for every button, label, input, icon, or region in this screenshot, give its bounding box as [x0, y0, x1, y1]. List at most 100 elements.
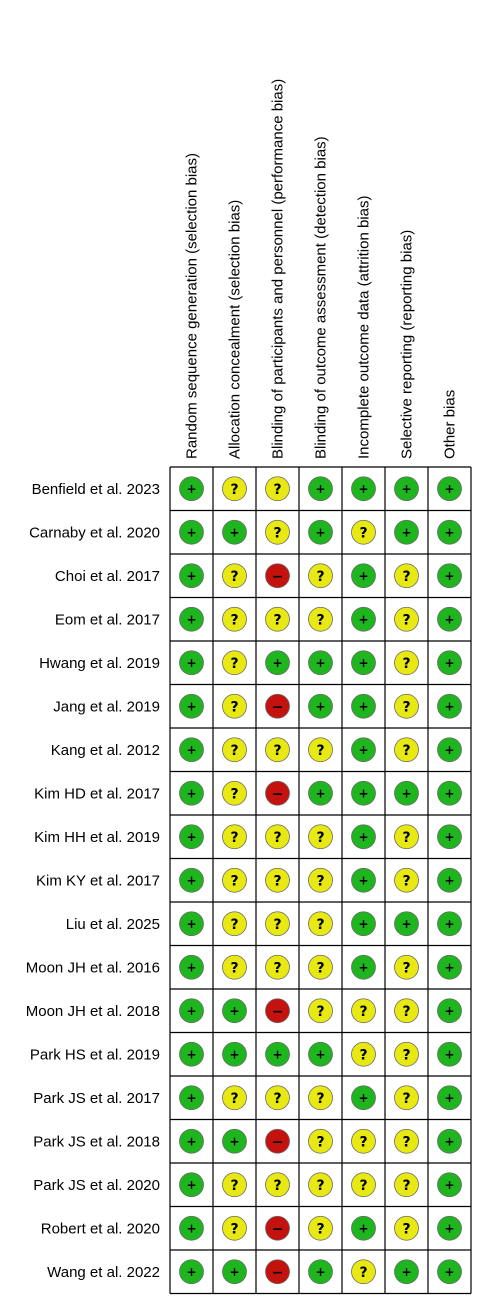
low-risk-circle: [179, 1128, 204, 1154]
column-label: Blinding of outcome assessment (detectio…: [313, 136, 330, 459]
low-risk-symbol: +: [358, 1221, 368, 1235]
low-risk-symbol: +: [272, 656, 282, 670]
low-risk-symbol: +: [401, 1265, 411, 1279]
judgement-low: +: [351, 563, 376, 589]
unclear-risk-circle: [222, 867, 247, 893]
high-risk-symbol: −: [272, 699, 284, 715]
low-risk-circle: [179, 824, 204, 850]
unclear-risk-circle: [265, 476, 290, 502]
unclear-risk-symbol: ?: [359, 1047, 367, 1063]
unclear-risk-symbol: ?: [316, 960, 324, 976]
low-risk-symbol: +: [401, 917, 411, 931]
judgement-high: −: [265, 1259, 290, 1285]
unclear-risk-circle: [222, 824, 247, 850]
low-risk-circle: [351, 606, 376, 632]
low-risk-symbol: +: [186, 525, 196, 539]
judgement-low: +: [437, 1259, 462, 1285]
low-risk-circle: [179, 867, 204, 893]
unclear-risk-circle: [308, 911, 333, 937]
high-risk-symbol: −: [272, 1134, 284, 1150]
judgement-high: −: [265, 1215, 290, 1241]
low-risk-circle: [308, 780, 333, 806]
study-label: Carnaby et al. 2020: [29, 524, 160, 541]
low-risk-circle: [351, 911, 376, 937]
low-risk-circle: [437, 650, 462, 676]
low-risk-circle: [222, 998, 247, 1024]
low-risk-circle: [437, 911, 462, 937]
judgement-unclear: ?: [394, 693, 419, 719]
judgement-low: +: [437, 1041, 462, 1067]
unclear-risk-symbol: ?: [402, 960, 410, 976]
judgement-low: +: [351, 911, 376, 937]
judgement-unclear: ?: [265, 1172, 290, 1198]
judgement-low: +: [222, 1041, 247, 1067]
column-label: Blinding of participants and personnel (…: [270, 79, 287, 459]
judgement-unclear: ?: [308, 911, 333, 937]
judgement-low: +: [437, 998, 462, 1024]
unclear-risk-symbol: ?: [230, 569, 238, 585]
unclear-risk-symbol: ?: [273, 1091, 281, 1107]
judgement-low: +: [179, 519, 204, 545]
unclear-risk-circle: [222, 737, 247, 763]
unclear-risk-symbol: ?: [230, 786, 238, 802]
unclear-risk-circle: [222, 693, 247, 719]
judgement-low: +: [437, 563, 462, 589]
judgement-low: +: [437, 824, 462, 850]
unclear-risk-symbol: ?: [230, 1091, 238, 1107]
unclear-risk-circle: [394, 1172, 419, 1198]
low-risk-symbol: +: [186, 1091, 196, 1105]
judgement-low: +: [351, 693, 376, 719]
judgement-unclear: ?: [308, 867, 333, 893]
low-risk-symbol: +: [186, 743, 196, 757]
judgement-low: +: [351, 476, 376, 502]
unclear-risk-symbol: ?: [273, 1178, 281, 1194]
low-risk-circle: [179, 780, 204, 806]
unclear-risk-circle: [222, 563, 247, 589]
study-label: Liu et al. 2025: [66, 916, 160, 933]
judgement-unclear: ?: [394, 954, 419, 980]
unclear-risk-circle: [394, 606, 419, 632]
study-label: Park HS et al. 2019: [30, 1046, 160, 1063]
high-risk-symbol: −: [272, 1265, 284, 1281]
judgement-high: −: [265, 563, 290, 589]
low-risk-symbol: +: [444, 1004, 454, 1018]
judgement-unclear: ?: [394, 998, 419, 1024]
judgement-low: +: [394, 476, 419, 502]
unclear-risk-symbol: ?: [402, 873, 410, 889]
low-risk-symbol: +: [229, 1004, 239, 1018]
low-risk-symbol: +: [186, 1221, 196, 1235]
high-risk-symbol: −: [272, 786, 284, 802]
judgement-unclear: ?: [394, 1215, 419, 1241]
judgement-low: +: [437, 737, 462, 763]
high-risk-circle: [265, 780, 290, 806]
unclear-risk-symbol: ?: [316, 1221, 324, 1237]
unclear-risk-circle: [394, 1041, 419, 1067]
judgement-unclear: ?: [394, 1172, 419, 1198]
judgement-unclear: ?: [222, 911, 247, 937]
low-risk-symbol: +: [444, 786, 454, 800]
low-risk-symbol: +: [315, 1047, 325, 1061]
judgement-unclear: ?: [308, 563, 333, 589]
unclear-risk-symbol: ?: [402, 1091, 410, 1107]
study-label: Moon JH et al. 2016: [26, 959, 160, 976]
judgement-low: +: [308, 476, 333, 502]
low-risk-symbol: +: [444, 699, 454, 713]
low-risk-symbol: +: [444, 1134, 454, 1148]
unclear-risk-circle: [308, 563, 333, 589]
unclear-risk-symbol: ?: [359, 1178, 367, 1194]
low-risk-circle: [179, 693, 204, 719]
study-label: Moon JH et al. 2018: [26, 1003, 160, 1020]
high-risk-circle: [265, 563, 290, 589]
unclear-risk-circle: [265, 606, 290, 632]
unclear-risk-symbol: ?: [402, 1004, 410, 1020]
judgement-low: +: [437, 954, 462, 980]
unclear-risk-symbol: ?: [402, 830, 410, 846]
low-risk-symbol: +: [186, 1047, 196, 1061]
judgement-unclear: ?: [222, 824, 247, 850]
low-risk-symbol: +: [401, 786, 411, 800]
unclear-risk-circle: [394, 563, 419, 589]
unclear-risk-symbol: ?: [230, 482, 238, 498]
low-risk-symbol: +: [315, 699, 325, 713]
low-risk-circle: [308, 1259, 333, 1285]
judgement-low: +: [179, 867, 204, 893]
